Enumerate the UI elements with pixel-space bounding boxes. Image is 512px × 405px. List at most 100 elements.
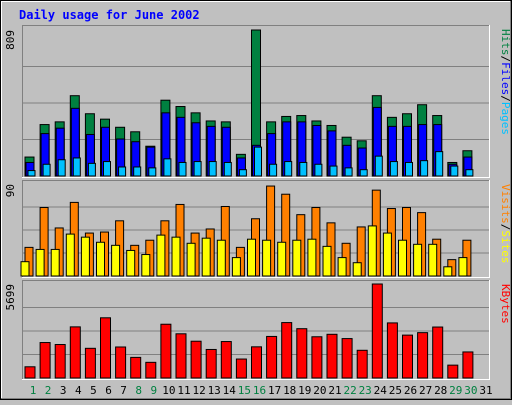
bar-sites-day-26 xyxy=(398,239,407,277)
bar-pages-day-2 xyxy=(42,163,51,177)
panel-kbytes-ytick: 5699 xyxy=(4,284,17,311)
bar-sites-day-18 xyxy=(277,241,287,277)
bar-pages-day-7 xyxy=(118,166,127,177)
panel-hits-legend: Hits/Files/Pages xyxy=(499,29,512,135)
bar-sites-day-15 xyxy=(231,257,241,277)
bar-pages-day-14 xyxy=(223,161,232,177)
bar-sites-day-22 xyxy=(337,257,347,277)
xtick-day-21: 21 xyxy=(328,384,341,397)
bar-sites-day-10 xyxy=(156,234,166,277)
bar-kbytes-day-11 xyxy=(175,333,187,379)
bar-pages-day-12 xyxy=(193,161,202,177)
bar-kbytes-day-8 xyxy=(130,356,142,379)
xtick-day-12: 12 xyxy=(192,384,205,397)
bar-sites-day-27 xyxy=(413,243,423,277)
legend-kbytes: KBytes xyxy=(499,284,512,324)
xtick-day-22: 22 xyxy=(343,384,356,397)
xtick-day-8: 8 xyxy=(135,384,142,397)
bar-kbytes-day-1 xyxy=(24,366,36,379)
bar-kbytes-day-23 xyxy=(356,349,368,379)
bar-sites-day-21 xyxy=(322,245,332,277)
bar-pages-day-19 xyxy=(299,161,308,177)
bar-pages-day-3 xyxy=(57,159,66,177)
legend-files: Files xyxy=(499,62,512,95)
bar-kbytes-day-14 xyxy=(220,341,232,379)
xtick-day-23: 23 xyxy=(359,384,372,397)
xtick-day-15: 15 xyxy=(238,384,251,397)
bar-sites-day-23 xyxy=(352,262,362,277)
bar-kbytes-day-17 xyxy=(266,335,278,379)
bar-pages-day-11 xyxy=(178,161,187,177)
bar-kbytes-day-19 xyxy=(296,328,308,379)
bar-pages-day-9 xyxy=(148,167,157,177)
bar-sites-day-8 xyxy=(126,249,136,277)
bar-kbytes-day-16 xyxy=(251,346,262,379)
xtick-day-17: 17 xyxy=(268,384,281,397)
xtick-day-20: 20 xyxy=(313,384,326,397)
bar-pages-day-28 xyxy=(435,151,444,177)
legend-pages: Pages xyxy=(499,102,512,135)
panel-visits-legend: Visits/Sites xyxy=(499,184,512,264)
bar-sites-day-1 xyxy=(20,261,30,277)
bar-pages-day-8 xyxy=(133,166,142,177)
bar-sites-day-7 xyxy=(111,244,121,277)
bar-sites-day-12 xyxy=(186,242,196,277)
xtick-day-28: 28 xyxy=(434,384,447,397)
xtick-day-24: 24 xyxy=(374,384,388,397)
bar-sites-day-28 xyxy=(428,243,438,277)
bar-kbytes-day-26 xyxy=(402,334,413,379)
bar-sites-day-11 xyxy=(171,236,181,277)
bar-pages-day-22 xyxy=(344,167,353,177)
bar-pages-day-26 xyxy=(405,161,413,177)
xtick-day-13: 13 xyxy=(208,384,221,397)
xtick-day-9: 9 xyxy=(150,384,157,397)
xtick-day-30: 30 xyxy=(464,384,477,397)
bar-sites-day-25 xyxy=(382,232,392,277)
bar-sites-day-20 xyxy=(307,238,317,277)
bar-sites-day-14 xyxy=(216,239,226,277)
legend-visits: Visits xyxy=(499,184,512,224)
xtick-day-19: 19 xyxy=(298,384,311,397)
xtick-day-16: 16 xyxy=(253,384,266,397)
bar-sites-day-5 xyxy=(80,236,90,277)
bar-kbytes-day-27 xyxy=(417,332,429,379)
bar-pages-day-17 xyxy=(269,163,278,177)
bar-kbytes-day-12 xyxy=(190,340,202,379)
legend-hits: Hits xyxy=(499,29,512,56)
bar-sites-day-29 xyxy=(443,266,453,277)
bar-pages-day-16 xyxy=(254,146,262,177)
bar-kbytes-day-6 xyxy=(100,317,111,379)
bar-kbytes-day-3 xyxy=(54,344,66,379)
bar-kbytes-day-22 xyxy=(341,338,353,379)
xtick-day-7: 7 xyxy=(120,384,127,397)
bar-sites-day-3 xyxy=(50,248,60,277)
bar-pages-day-4 xyxy=(72,157,81,177)
bar-kbytes-day-24 xyxy=(371,283,383,379)
xtick-day-6: 6 xyxy=(105,384,112,397)
bar-kbytes-day-5 xyxy=(84,347,96,379)
bar-pages-day-18 xyxy=(284,161,293,177)
bar-pages-day-21 xyxy=(329,165,338,177)
bar-pages-day-25 xyxy=(389,161,398,177)
bar-kbytes-day-4 xyxy=(69,326,81,379)
bar-sites-day-13 xyxy=(201,237,211,277)
xtick-day-29: 29 xyxy=(449,384,462,397)
panel-hits-ytick: 809 xyxy=(4,30,17,50)
bar-sites-day-9 xyxy=(141,254,151,277)
bar-sites-day-17 xyxy=(262,239,272,277)
bar-kbytes-day-13 xyxy=(205,348,217,379)
xtick-day-26: 26 xyxy=(404,384,417,397)
bar-kbytes-day-28 xyxy=(432,326,444,379)
bar-kbytes-day-18 xyxy=(281,322,293,379)
bar-kbytes-day-15 xyxy=(235,358,247,379)
bar-kbytes-day-21 xyxy=(326,333,338,379)
xtick-day-5: 5 xyxy=(90,384,97,397)
xtick-day-31: 31 xyxy=(479,384,492,397)
bar-kbytes-day-10 xyxy=(160,323,172,379)
bar-sites-day-6 xyxy=(96,241,105,277)
xtick-day-14: 14 xyxy=(223,384,237,397)
legend-sites: Sites xyxy=(499,230,512,263)
bar-kbytes-day-2 xyxy=(39,342,51,379)
